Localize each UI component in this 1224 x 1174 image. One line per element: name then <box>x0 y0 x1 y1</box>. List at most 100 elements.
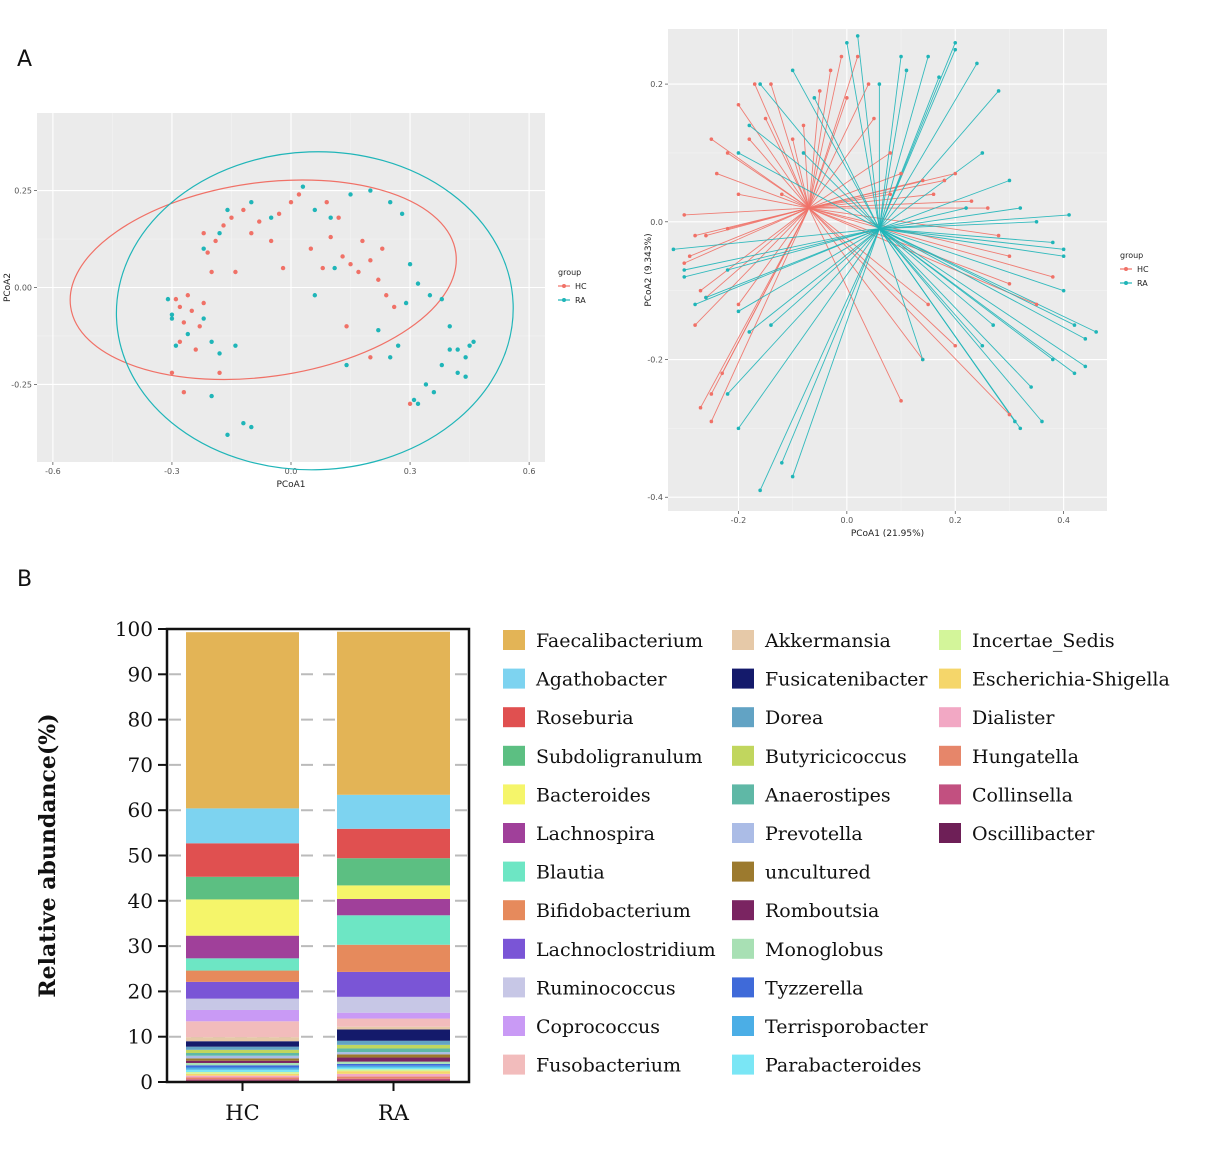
bar-segment-monoglobus <box>337 1061 450 1064</box>
legend-marker-ra <box>562 298 566 302</box>
bar-segment-lachnoclostridium <box>186 981 299 999</box>
legend-swatch <box>732 784 754 805</box>
legend-label: Subdoligranulum <box>536 746 703 768</box>
y-tick-label: 0.2 <box>650 80 663 89</box>
point-ra <box>1083 337 1088 341</box>
point-hc <box>698 405 703 410</box>
spider-line-ra <box>879 228 1032 388</box>
legend-label: Oscillibacter <box>972 823 1095 845</box>
spider-line-hc <box>738 104 810 209</box>
point-ra <box>395 343 401 348</box>
point-ra <box>682 275 687 279</box>
legend-swatch <box>732 668 754 689</box>
point-hc <box>197 324 202 329</box>
point-ra <box>225 432 230 438</box>
spider-line-hc <box>808 173 956 209</box>
y-tick-label: 60 <box>128 798 153 822</box>
point-hc <box>336 215 341 220</box>
point-ra <box>855 34 860 38</box>
legend-label: Lachnoclostridium <box>536 939 716 961</box>
point-ra <box>953 47 958 52</box>
bar-segment-uncultured <box>186 1058 299 1061</box>
point-ra <box>1029 385 1033 389</box>
point-ra <box>1018 426 1023 431</box>
bar-segment-prevotella <box>186 1055 299 1059</box>
spider-line-hc <box>808 56 842 209</box>
legend-swatch <box>503 1016 525 1036</box>
point-ra <box>344 362 349 368</box>
legend-swatch <box>732 745 754 766</box>
point-hc <box>899 171 903 176</box>
point-ra <box>926 54 930 59</box>
point-hc <box>866 82 871 86</box>
point-hc <box>348 262 353 267</box>
legend-swatch <box>732 938 754 959</box>
y-axis-label: PCoA2 <box>3 273 13 302</box>
bar-segment-terrisporobacter <box>186 1067 299 1070</box>
spider-line-hc <box>694 207 810 326</box>
legend-label: Blautia <box>536 862 605 884</box>
x-axis-label: PCoA1 <box>276 480 305 490</box>
bar-segment-faecalibacterium <box>186 632 299 809</box>
point-ra <box>980 151 985 155</box>
point-hc <box>698 288 703 293</box>
bar-segment-roseburia <box>186 843 299 877</box>
point-ra <box>975 61 979 66</box>
point-hc <box>845 96 849 100</box>
legend-swatch <box>732 630 754 650</box>
bar-segment-tyzzerella <box>186 1065 299 1068</box>
point-ra <box>736 151 741 155</box>
point-ra <box>725 268 730 272</box>
legend-title: group <box>1120 251 1143 260</box>
bar-segment-lachnospira <box>337 898 450 916</box>
bar-segment-coprococcus <box>186 1009 299 1022</box>
spider-line-ra <box>879 228 1075 326</box>
spider-line-hc <box>721 207 810 374</box>
legend-label: Ruminococcus <box>536 977 676 999</box>
spider-line-ra <box>878 42 956 229</box>
point-hc <box>201 231 206 236</box>
spider-line-ra <box>792 228 880 477</box>
point-ra <box>249 199 254 205</box>
point-ra <box>241 421 246 426</box>
point-hc <box>185 293 191 298</box>
spider-line-ra <box>792 70 880 229</box>
bar-segment-parabacteroides <box>186 1069 299 1073</box>
spider-line-ra <box>879 228 1075 374</box>
legend-swatch <box>503 900 525 921</box>
x-tick-label: RA <box>378 1101 410 1125</box>
spider-line-hc <box>705 207 810 298</box>
y-tick-label: 30 <box>128 934 153 958</box>
legend-swatch <box>503 745 525 766</box>
bar-segment-roseburia <box>337 828 450 859</box>
legend-marker-hc <box>562 284 566 288</box>
legend-swatch <box>503 784 525 805</box>
bar-segment-incertae_sedis <box>337 1069 450 1072</box>
point-ra <box>185 331 191 337</box>
point-ra <box>439 296 445 302</box>
bar-segment-collinsella <box>186 1079 299 1081</box>
point-ra <box>217 231 222 236</box>
y-tick-label: 80 <box>128 708 153 732</box>
point-ra <box>165 296 171 302</box>
legend-label: Escherichia-Shigella <box>972 669 1170 691</box>
point-ra <box>1061 254 1066 259</box>
point-ra <box>209 339 214 344</box>
spider-line-ra <box>879 207 1021 230</box>
legend-label: Tyzzerella <box>765 977 863 999</box>
point-ra <box>403 300 409 306</box>
point-ra <box>217 351 222 356</box>
point-ra <box>388 199 393 205</box>
y-tick-label: 40 <box>128 889 153 913</box>
point-ra <box>455 370 460 376</box>
legend-swatch <box>732 1054 754 1075</box>
spider-line-hc <box>705 207 810 237</box>
spider-line-ra <box>879 207 967 230</box>
y-tick-label: 100 <box>115 617 153 641</box>
point-hc <box>320 265 325 271</box>
bar-segment-bacteroides <box>186 899 299 936</box>
y-tick-label: 0.00 <box>14 284 32 293</box>
bar-segment-lachnoclostridium <box>337 971 450 997</box>
